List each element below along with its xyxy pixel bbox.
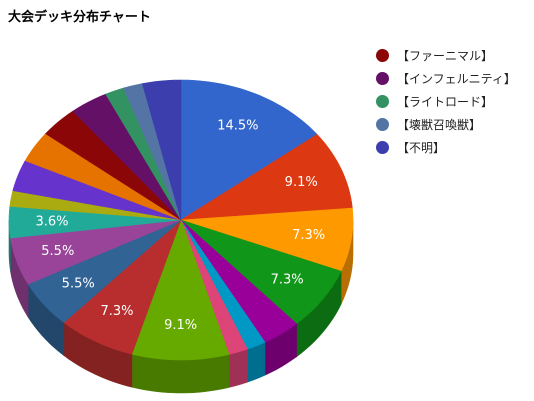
- pie-slice[interactable]: [180, 219, 298, 343]
- legend-label: 【インフェルニティ】: [397, 71, 516, 86]
- legend-swatch-icon: [376, 140, 389, 154]
- legend-swatch-icon: [376, 71, 389, 85]
- pie-slice[interactable]: [180, 79, 318, 221]
- chart-title: 大会デッキ分布チャート: [8, 10, 151, 25]
- pie-slice[interactable]: [180, 219, 342, 325]
- slice-data-label: 3.6%: [35, 215, 68, 230]
- pie-slice[interactable]: [180, 134, 353, 221]
- legend-label: 【ファーニマル】: [397, 48, 494, 63]
- legend-item[interactable]: 【ファーニマル】: [376, 44, 516, 66]
- pie-slice[interactable]: [12, 160, 182, 221]
- slice-data-label: 5.5%: [41, 244, 74, 259]
- slice-data-label: 9.1%: [285, 175, 318, 190]
- pie-slice[interactable]: [10, 219, 182, 285]
- legend-label: 【ライトロード】: [397, 94, 494, 109]
- legend-swatch-icon: [376, 117, 389, 131]
- pie-slice[interactable]: [131, 219, 230, 361]
- legend-label: 【壊獣召喚獣】: [397, 117, 482, 132]
- pie-slice[interactable]: [24, 133, 182, 221]
- legend-item[interactable]: 【インフェルニティ】: [376, 67, 516, 89]
- legend-swatch-icon: [376, 48, 389, 62]
- pie-slice-side: [228, 348, 248, 388]
- legend-swatch-icon: [376, 94, 389, 108]
- slice-data-label: 7.3%: [292, 228, 325, 243]
- chart-legend: 【ファーニマル】 【インフェルニティ】 【ライトロード】 【壊獣召喚獣】 【不明…: [376, 44, 516, 159]
- legend-item[interactable]: 【壊獣召喚獣】: [376, 113, 516, 135]
- pie-slice[interactable]: [8, 206, 182, 239]
- pie-slice[interactable]: [72, 93, 182, 221]
- slice-data-label: 7.3%: [271, 273, 304, 288]
- pie-slice[interactable]: [141, 79, 182, 221]
- pie-slice[interactable]: [27, 219, 182, 323]
- pie-top: [8, 79, 354, 361]
- legend-item[interactable]: 【不明】: [376, 136, 516, 158]
- slice-data-label: 7.3%: [100, 304, 133, 319]
- slice-data-label: 14.5%: [217, 119, 258, 134]
- legend-label: 【不明】: [397, 140, 446, 155]
- pie-slice[interactable]: [63, 219, 182, 355]
- legend-item[interactable]: 【ライトロード】: [376, 90, 516, 112]
- slice-data-label: 9.1%: [164, 318, 197, 333]
- pie-labels: 14.5% 9.1% 7.3% 7.3% 9.1% 7.3% 5.5% 5.5% 3.6%: [35, 119, 325, 333]
- slice-data-label: 5.5%: [62, 276, 95, 291]
- pie-slice[interactable]: [180, 207, 354, 272]
- pie-slice[interactable]: [45, 110, 182, 221]
